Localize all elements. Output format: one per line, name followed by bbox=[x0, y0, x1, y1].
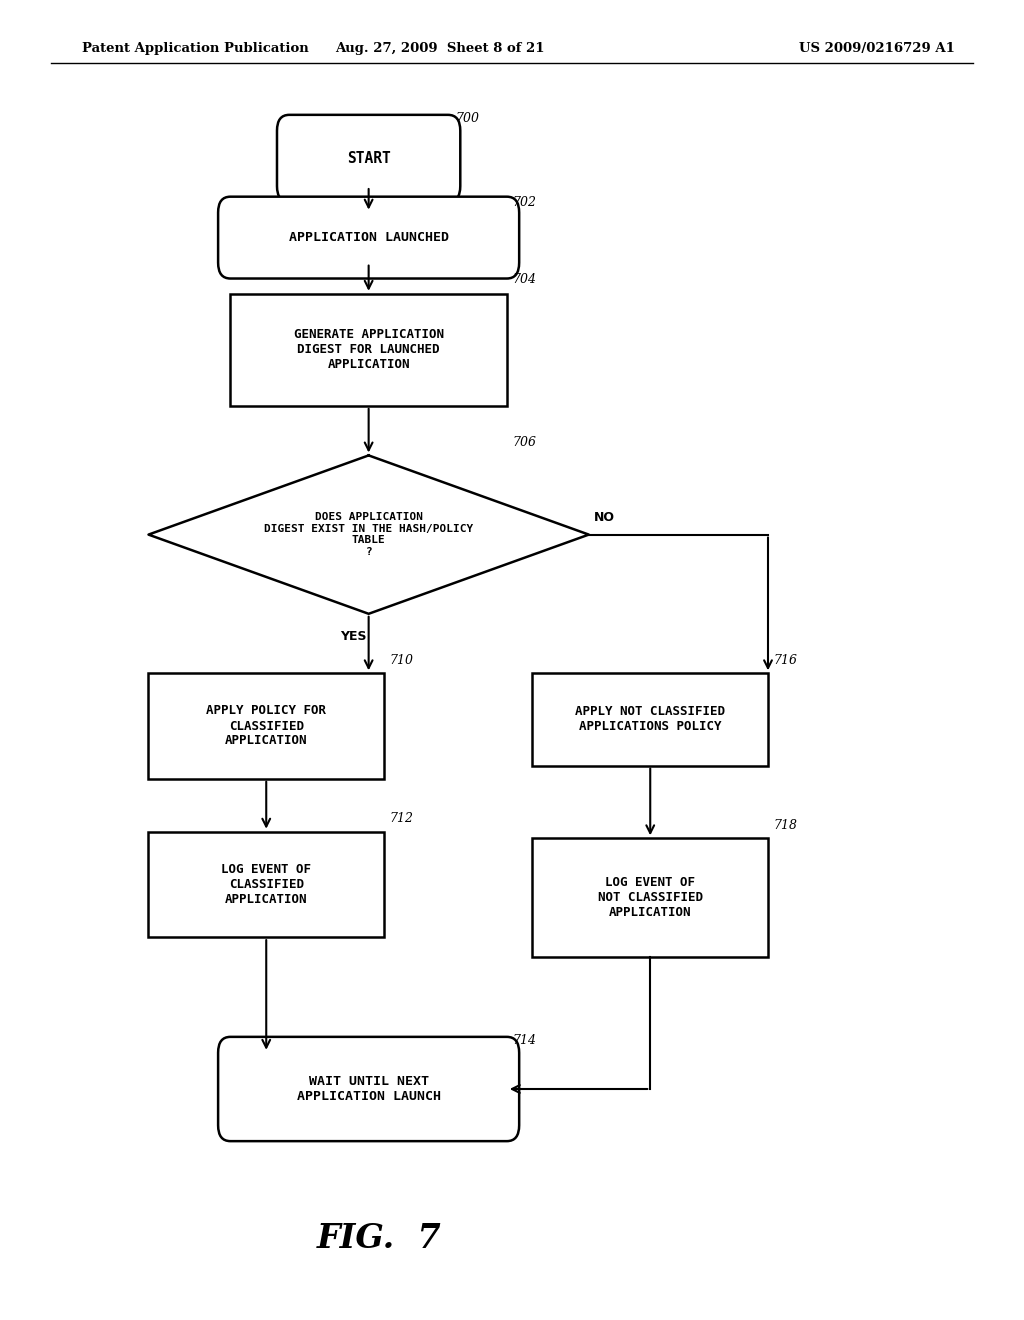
Text: GENERATE APPLICATION
DIGEST FOR LAUNCHED
APPLICATION: GENERATE APPLICATION DIGEST FOR LAUNCHED… bbox=[294, 329, 443, 371]
FancyBboxPatch shape bbox=[148, 673, 384, 779]
FancyBboxPatch shape bbox=[276, 115, 460, 202]
Text: 716: 716 bbox=[773, 653, 797, 667]
Text: APPLY NOT CLASSIFIED
APPLICATIONS POLICY: APPLY NOT CLASSIFIED APPLICATIONS POLICY bbox=[575, 705, 725, 734]
FancyBboxPatch shape bbox=[532, 838, 768, 957]
Text: NO: NO bbox=[594, 511, 615, 524]
Text: WAIT UNTIL NEXT
APPLICATION LAUNCH: WAIT UNTIL NEXT APPLICATION LAUNCH bbox=[297, 1074, 440, 1104]
FancyBboxPatch shape bbox=[218, 197, 519, 279]
Text: 718: 718 bbox=[773, 818, 797, 832]
Polygon shape bbox=[148, 455, 589, 614]
FancyBboxPatch shape bbox=[218, 1038, 519, 1140]
Text: US 2009/0216729 A1: US 2009/0216729 A1 bbox=[799, 42, 954, 55]
Text: START: START bbox=[347, 150, 390, 166]
Text: 704: 704 bbox=[512, 273, 536, 286]
Text: 710: 710 bbox=[389, 653, 413, 667]
FancyBboxPatch shape bbox=[230, 294, 507, 407]
FancyBboxPatch shape bbox=[148, 832, 384, 937]
Text: FIG.  7: FIG. 7 bbox=[316, 1222, 441, 1254]
FancyBboxPatch shape bbox=[532, 673, 768, 766]
Text: DOES APPLICATION
DIGEST EXIST IN THE HASH/POLICY
TABLE
?: DOES APPLICATION DIGEST EXIST IN THE HAS… bbox=[264, 512, 473, 557]
Text: 714: 714 bbox=[512, 1034, 536, 1047]
Text: Aug. 27, 2009  Sheet 8 of 21: Aug. 27, 2009 Sheet 8 of 21 bbox=[336, 42, 545, 55]
Text: YES: YES bbox=[340, 630, 367, 643]
Text: 700: 700 bbox=[456, 112, 479, 125]
Text: 702: 702 bbox=[512, 195, 536, 209]
Text: APPLY POLICY FOR
CLASSIFIED
APPLICATION: APPLY POLICY FOR CLASSIFIED APPLICATION bbox=[206, 705, 327, 747]
Text: LOG EVENT OF
NOT CLASSIFIED
APPLICATION: LOG EVENT OF NOT CLASSIFIED APPLICATION bbox=[598, 876, 702, 919]
Text: 712: 712 bbox=[389, 812, 413, 825]
Text: 706: 706 bbox=[512, 436, 536, 449]
Text: LOG EVENT OF
CLASSIFIED
APPLICATION: LOG EVENT OF CLASSIFIED APPLICATION bbox=[221, 863, 311, 906]
Text: APPLICATION LAUNCHED: APPLICATION LAUNCHED bbox=[289, 231, 449, 244]
Text: Patent Application Publication: Patent Application Publication bbox=[82, 42, 308, 55]
